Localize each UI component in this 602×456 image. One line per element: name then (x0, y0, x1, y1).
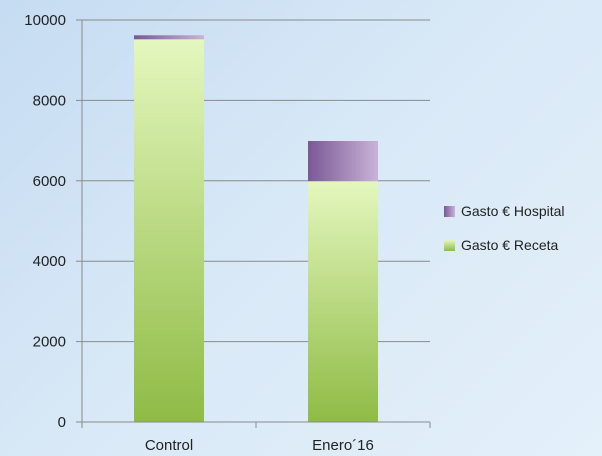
y-tick-label: 0 (58, 414, 66, 431)
x-category-label: Enero´16 (312, 437, 374, 454)
legend-label: Gasto € Receta (461, 237, 558, 253)
bar-segment-receta (308, 181, 378, 422)
bar-segment-hospital (308, 141, 378, 182)
legend-swatch (444, 240, 455, 251)
y-tick-label: 8000 (33, 92, 66, 109)
legend-swatch (444, 206, 455, 217)
y-tick-label: 4000 (33, 253, 66, 270)
legend-label: Gasto € Hospital (461, 203, 565, 219)
y-tick-label: 2000 (33, 334, 66, 351)
x-category-label: Control (145, 437, 193, 454)
y-tick-label: 10000 (24, 12, 66, 29)
bar-segment-receta (134, 39, 204, 423)
y-tick-label: 6000 (33, 173, 66, 190)
bar-segment-hospital (134, 35, 204, 40)
